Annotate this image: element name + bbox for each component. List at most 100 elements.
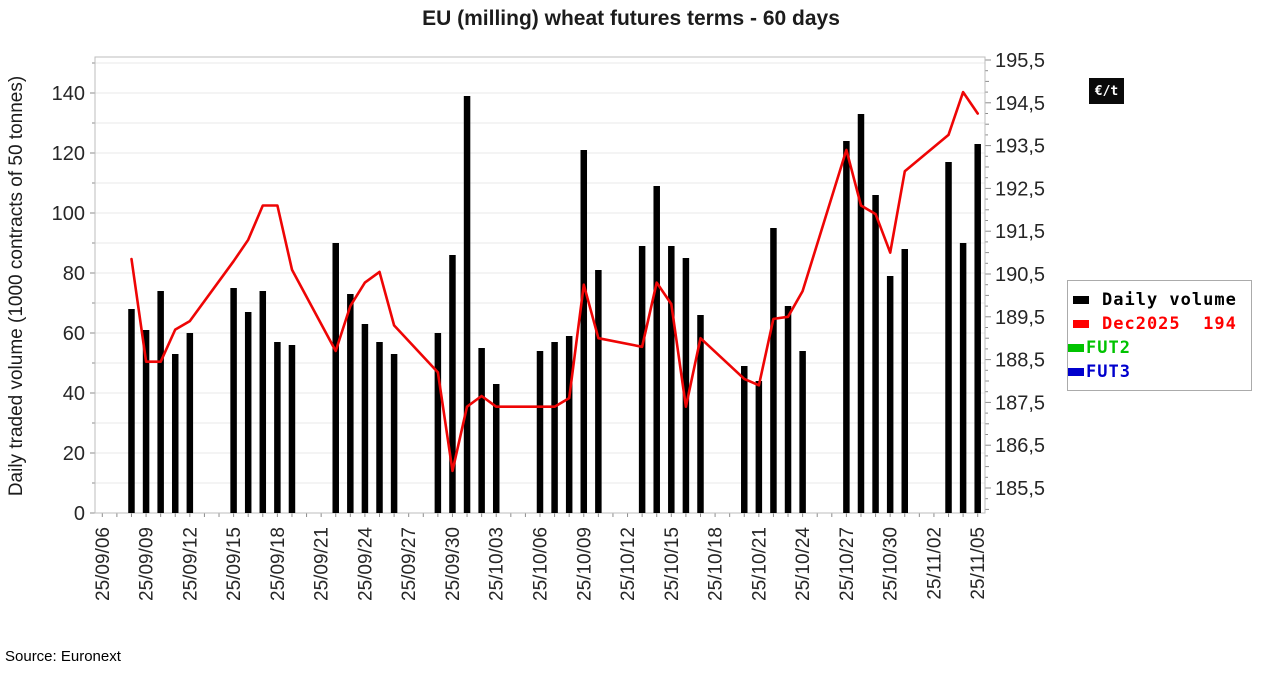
legend-label: Dec2025 194 xyxy=(1102,313,1237,334)
volume-bar xyxy=(697,315,704,513)
right-axis: 195,5 194,5 193,5 192,5 191,5 190,5 189,5 188,5… xyxy=(985,50,1045,510)
volume-bar xyxy=(463,96,471,513)
x-tick-label: 25/09/15 xyxy=(224,527,245,601)
volume-bar xyxy=(668,246,675,513)
x-tick-label: 25/10/27 xyxy=(837,527,858,601)
volume-bar xyxy=(901,249,909,513)
volume-bar xyxy=(974,144,981,513)
legend-item-dec2025: Dec2025 194 xyxy=(1068,313,1247,334)
x-tick-label: 25/10/21 xyxy=(749,527,770,601)
volume-bar xyxy=(638,246,646,513)
volume-bar xyxy=(259,291,267,513)
legend-swatch xyxy=(1068,367,1084,376)
x-tick-label: 25/09/12 xyxy=(180,527,201,601)
price-unit-badge: €/t xyxy=(1089,78,1124,104)
volume-bar xyxy=(332,243,339,513)
volume-bar xyxy=(580,150,588,513)
volume-bars xyxy=(128,96,981,513)
volume-bar xyxy=(186,333,194,513)
legend: Daily volume Dec2025 194 FUT2 FUT3 xyxy=(1067,280,1252,391)
left-tick-label: 20 xyxy=(63,443,85,465)
x-tick-label: 25/10/15 xyxy=(662,527,683,601)
x-tick-label: 25/10/12 xyxy=(618,527,639,601)
left-tick-label: 140 xyxy=(52,83,85,105)
volume-bar xyxy=(653,186,660,513)
right-tick-label: 195,5 xyxy=(995,50,1045,72)
volume-bar xyxy=(361,324,369,513)
volume-bar xyxy=(755,381,763,513)
legend-swatch xyxy=(1068,343,1084,352)
volume-bar xyxy=(244,312,252,513)
volume-bar xyxy=(347,294,354,513)
left-tick-label: 120 xyxy=(52,143,85,165)
volume-bar xyxy=(142,330,150,513)
legend-label: Daily volume xyxy=(1102,289,1237,310)
volume-bar xyxy=(376,342,383,513)
right-tick-label: 191,5 xyxy=(995,221,1045,243)
left-tick-label: 100 xyxy=(52,203,85,225)
right-tick-label: 193,5 xyxy=(995,136,1045,158)
chart-title: EU (milling) wheat futures terms - 60 da… xyxy=(422,7,840,30)
volume-bar xyxy=(959,243,967,513)
x-tick-label: 25/10/06 xyxy=(531,527,552,601)
legend-swatch xyxy=(1073,295,1089,304)
volume-bar xyxy=(872,195,879,513)
volume-bar xyxy=(288,345,296,513)
x-tick-label: 25/10/24 xyxy=(793,527,814,601)
volume-bar xyxy=(682,258,690,513)
volume-bar xyxy=(536,351,544,513)
x-tick-label: 25/09/27 xyxy=(399,527,420,601)
left-tick-label: 80 xyxy=(63,263,85,285)
volume-bar xyxy=(565,336,573,513)
x-tick-label: 25/10/30 xyxy=(881,527,902,601)
volume-bar xyxy=(595,270,602,513)
x-tick-label: 25/09/18 xyxy=(268,527,289,601)
volume-bar xyxy=(157,291,164,513)
right-tick-label: 186,5 xyxy=(995,435,1045,457)
left-tick-label: 60 xyxy=(63,323,85,345)
volume-bar xyxy=(171,354,179,513)
source-note: Source: Euronext xyxy=(5,648,121,665)
x-tick-label: 25/09/30 xyxy=(443,527,464,601)
volume-bar xyxy=(434,333,442,513)
volume-bar xyxy=(492,384,500,513)
legend-swatch xyxy=(1073,319,1089,328)
x-tick-label: 25/11/05 xyxy=(968,527,989,600)
x-tick-label: 25/09/24 xyxy=(355,527,376,601)
volume-bar xyxy=(551,342,558,513)
right-tick-label: 189,5 xyxy=(995,307,1045,329)
volume-bar xyxy=(390,354,398,513)
x-tick-label: 25/10/09 xyxy=(574,527,595,601)
legend-label: FUT3 xyxy=(1086,361,1131,382)
volume-bar xyxy=(478,348,485,513)
legend-label: FUT2 xyxy=(1086,337,1131,358)
volume-bar xyxy=(449,255,456,513)
volume-bar xyxy=(886,276,894,513)
volume-bar xyxy=(230,288,237,513)
volume-bar xyxy=(741,366,748,513)
right-tick-label: 192,5 xyxy=(995,178,1045,200)
x-axis: 25/09/06 25/09/09 25/09/12 25/09/15 25/09/18… xyxy=(93,513,989,601)
price-line-dec2025 xyxy=(130,90,979,473)
volume-bar xyxy=(843,141,850,513)
right-tick-label: 187,5 xyxy=(995,392,1045,414)
volume-bar xyxy=(857,114,865,513)
x-tick-label: 25/09/21 xyxy=(312,527,333,601)
left-tick-label: 40 xyxy=(63,383,85,405)
x-tick-label: 25/09/06 xyxy=(93,527,114,601)
x-tick-label: 25/09/09 xyxy=(137,527,158,601)
volume-bar xyxy=(784,306,792,513)
legend-item-daily: Daily volume xyxy=(1068,289,1247,310)
x-tick-label: 25/10/18 xyxy=(706,527,727,601)
legend-item-fut2: FUT2 xyxy=(1068,337,1247,358)
right-tick-label: 190,5 xyxy=(995,264,1045,286)
right-tick-label: 185,5 xyxy=(995,478,1045,500)
x-tick-label: 25/11/02 xyxy=(924,527,945,600)
right-tick-label: 188,5 xyxy=(995,350,1045,372)
right-tick-label: 194,5 xyxy=(995,93,1045,115)
x-tick-label: 25/10/03 xyxy=(487,527,508,601)
volume-bar xyxy=(945,162,952,513)
volume-bar xyxy=(770,228,777,513)
